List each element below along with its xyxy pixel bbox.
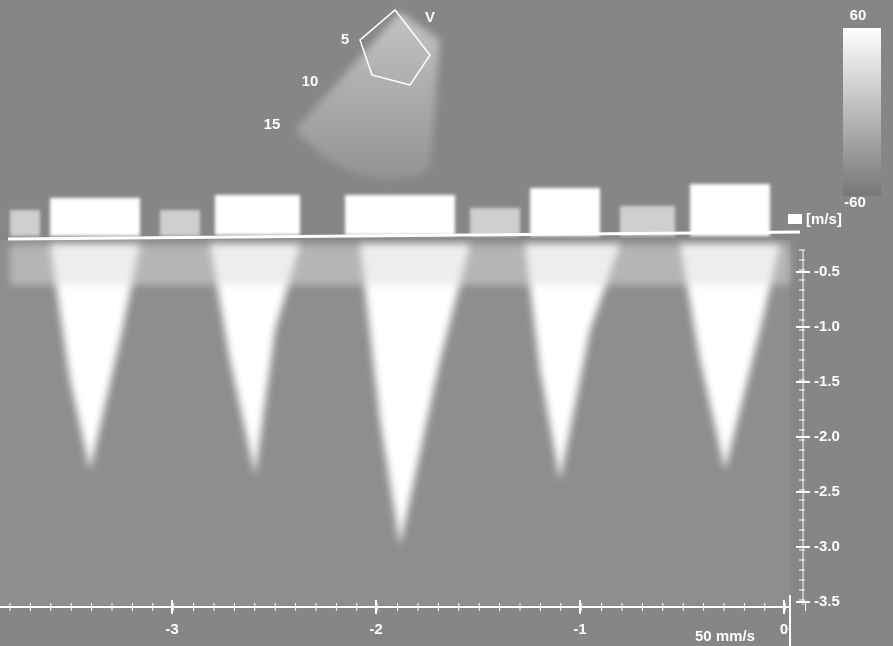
sector-marker: V [425,9,435,26]
velocity-tick-label: -3.0 [814,538,840,555]
velocity-tick-label: -1.0 [814,318,840,335]
color-bar-top: 60 [850,7,867,24]
color-bar [843,28,881,196]
sector-image [295,12,440,179]
positive-flow [10,184,770,236]
velocity-tick-label: -2.0 [814,428,840,445]
time-tick-label: -2 [369,621,382,638]
velocity-tick-label: -3.5 [814,593,840,610]
sample-box [359,8,431,86]
depth-label: 15 [264,116,281,133]
sweep-speed: 50 mm/s [695,628,755,645]
baseline [7,230,801,241]
depth-label: 5 [341,31,349,48]
time-tick-label: -3 [165,621,178,638]
time-tick-label: -1 [573,621,586,638]
depth-label: 10 [302,73,319,90]
spectral-noise [10,245,790,285]
color-bar-bottom: -60 [844,194,866,211]
velocity-unit: [m/s] [806,211,842,228]
velocity-tick-label: -1.5 [814,373,840,390]
negative-flow [50,245,780,545]
unit-marker [788,214,802,224]
velocity-tick-label: -2.5 [814,483,840,500]
velocity-tick-label: -0.5 [814,263,840,280]
time-tick-label: 0 [780,621,788,638]
